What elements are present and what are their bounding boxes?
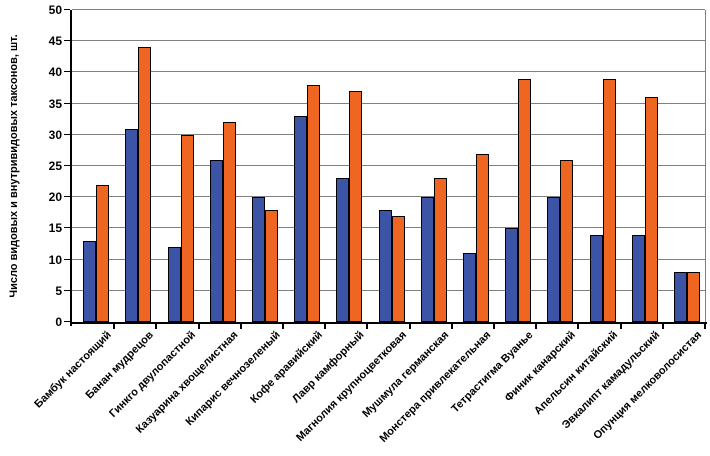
bar-s1-5 [251, 197, 265, 322]
bar-s1-10 [462, 253, 476, 322]
plot-border-right [705, 10, 706, 322]
gridline-y30 [72, 133, 705, 135]
bar-s1-13 [589, 234, 603, 322]
y-tick-30 [64, 133, 70, 135]
y-tick-label-35: 35 [48, 96, 62, 111]
x-tick-15 [704, 324, 706, 329]
y-tick-label-20: 20 [48, 190, 62, 205]
y-tick-40 [64, 71, 70, 73]
bar-s2-1 [96, 184, 110, 322]
y-tick-label-50: 50 [48, 3, 62, 17]
bar-s2-6 [307, 84, 321, 322]
x-tick-7 [366, 324, 369, 329]
bar-s2-2 [138, 47, 152, 322]
gridline-y35 [72, 102, 705, 104]
bar-s1-15 [673, 272, 687, 322]
bar-s2-10 [475, 153, 489, 322]
gridline-y40 [72, 71, 705, 73]
x-tick-8 [408, 324, 411, 329]
bar-s1-1 [83, 240, 97, 322]
y-tick-label-15: 15 [48, 221, 62, 236]
bar-s2-15 [686, 272, 700, 322]
y-tick-label-25: 25 [48, 159, 62, 173]
x-tick-1 [113, 324, 116, 329]
bar-s1-14 [631, 234, 645, 322]
x-label-6: Кофе аравийский [247, 329, 325, 406]
bar-s2-11 [518, 78, 532, 322]
bar-s1-9 [420, 197, 434, 322]
x-tick-5 [282, 324, 284, 329]
bar-s1-4 [209, 159, 223, 322]
bar-s1-6 [294, 116, 308, 322]
y-tick-label-30: 30 [48, 127, 62, 142]
y-tick-45 [64, 40, 70, 42]
x-label-7: Лавр камфорный [290, 329, 367, 406]
y-tick-15 [64, 227, 70, 229]
y-tick-35 [64, 102, 70, 104]
x-label-1: Бамбук настоящий [32, 329, 114, 411]
bar-s2-4 [222, 122, 236, 322]
y-tick-label-40: 40 [48, 65, 62, 80]
bar-s1-11 [505, 228, 519, 322]
bar-s2-9 [433, 178, 447, 322]
y-tick-25 [64, 165, 70, 166]
gridline-y25 [72, 165, 705, 166]
bar-s1-12 [547, 197, 561, 322]
y-tick-20 [64, 196, 70, 198]
x-tick-4 [239, 324, 242, 329]
bar-s2-8 [391, 215, 405, 322]
x-axis-line [70, 322, 707, 324]
x-tick-13 [619, 324, 622, 329]
x-tick-9 [450, 324, 453, 329]
bar-s2-7 [349, 91, 363, 322]
y-tick-label-5: 5 [55, 283, 62, 298]
x-tick-3 [197, 324, 200, 329]
y-tick-10 [64, 258, 70, 260]
bar-s1-2 [125, 128, 139, 322]
y-axis-title: Число видовых и внутривидовых таксонов, … [8, 34, 20, 298]
x-tick-14 [661, 324, 664, 329]
x-label-13: Апельсин китайский [531, 329, 620, 418]
y-axis-line [70, 10, 72, 326]
y-tick-label-10: 10 [48, 252, 62, 267]
bar-s1-7 [336, 178, 350, 322]
x-tick-12 [577, 324, 580, 329]
y-tick-label-45: 45 [48, 34, 62, 49]
bar-s2-5 [264, 209, 278, 322]
bar-s1-8 [378, 209, 392, 322]
bar-s1-3 [167, 247, 181, 322]
x-tick-6 [324, 324, 327, 329]
y-tick-0 [64, 321, 70, 322]
x-tick-10 [493, 324, 495, 329]
bar-s2-13 [602, 78, 616, 322]
x-tick-11 [535, 324, 538, 329]
bar-s2-12 [560, 159, 574, 322]
y-tick-50 [64, 9, 70, 10]
bar-s2-3 [180, 134, 194, 322]
x-label-3: Гинкго двулопастной [107, 329, 198, 420]
gridline-y45 [72, 40, 705, 42]
y-tick-5 [64, 289, 70, 291]
y-tick-label-0: 0 [55, 315, 62, 329]
gridline-y20 [72, 196, 705, 198]
x-label-11: Тетрастигма Вуанье [449, 329, 536, 416]
gridline-y50 [72, 9, 705, 10]
x-tick-2 [155, 324, 158, 329]
bar-s2-14 [644, 97, 658, 322]
